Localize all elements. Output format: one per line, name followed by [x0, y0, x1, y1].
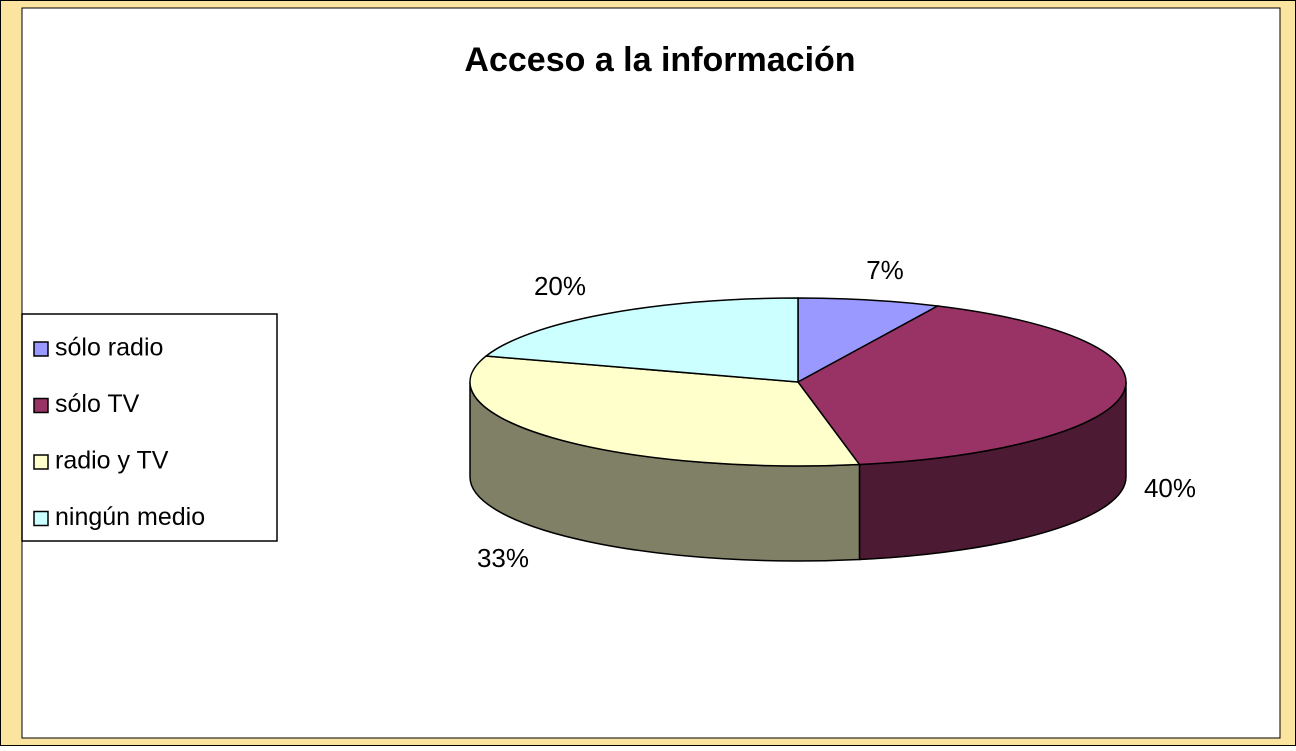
legend-swatch [33, 397, 49, 414]
pie-slice [484, 297, 799, 383]
chart-title: Acceso a la información [464, 41, 855, 79]
pie-tops [469, 297, 1127, 467]
legend-swatch [33, 454, 49, 470]
data-label: 33% [477, 543, 529, 573]
legend-label: sólo TV [55, 390, 140, 418]
data-label: 7% [866, 255, 904, 285]
data-label: 40% [1144, 473, 1196, 503]
legend-swatch [33, 341, 49, 357]
legend-label: sólo radio [55, 334, 163, 362]
legend-swatch [33, 510, 49, 527]
pie-slice [469, 355, 861, 467]
pie-slice [797, 297, 941, 384]
legend-label: radio y TV [55, 447, 169, 475]
data-label: 20% [534, 271, 586, 301]
legend-label: ningún medio [55, 503, 205, 531]
legend-box [21, 313, 278, 542]
pie-slice [796, 305, 1127, 466]
